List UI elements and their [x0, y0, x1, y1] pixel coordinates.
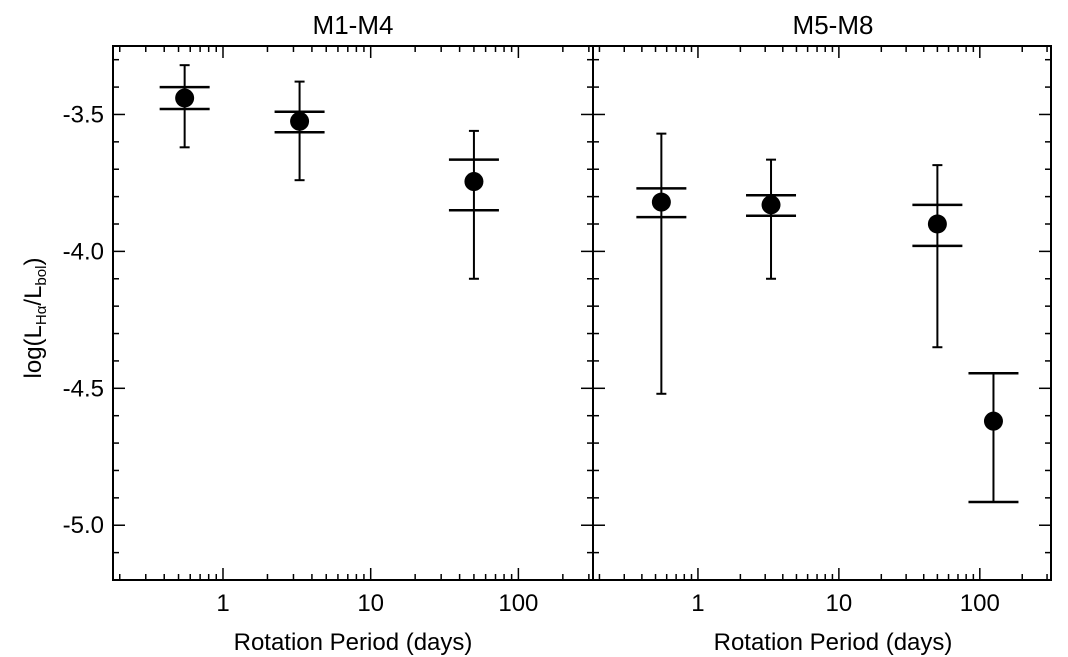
x-tick-label: 100 — [498, 590, 538, 617]
x-tick-label: 10 — [357, 590, 384, 617]
panel-m5-m8: M5-M8 Rotation Period (days) 1 10 100 — [592, 10, 1052, 656]
x-tick-label: 100 — [960, 590, 1000, 617]
y-axis-label-part: log(L — [20, 325, 47, 378]
x-tick-label: 1 — [691, 590, 704, 617]
y-tick-label: -5.0 — [63, 512, 104, 539]
panel-m1-m4: M1-M4 Rotation Period (days) log(LHα/Lbo… — [20, 10, 594, 656]
data-point — [651, 192, 671, 212]
y-axis-label-part: ) — [20, 258, 47, 266]
y-axis-label-sub: bol — [33, 266, 50, 286]
data-point — [927, 214, 947, 234]
plot-frame — [592, 45, 1052, 581]
y-tick-label: -3.5 — [63, 101, 104, 128]
y-tick-label: -4.5 — [63, 375, 104, 402]
x-tick-label: 10 — [826, 590, 853, 617]
data-point — [983, 411, 1003, 431]
data-point — [761, 195, 781, 215]
x-tick-label: 1 — [216, 590, 229, 617]
y-axis-label: log(LHα/Lbol) — [20, 258, 50, 379]
y-tick-label: -4.0 — [63, 238, 104, 265]
data-point — [175, 88, 195, 108]
x-axis-label: Rotation Period (days) — [714, 629, 953, 656]
data-point — [464, 172, 484, 192]
y-axis-label-sub: Hα — [33, 305, 50, 325]
panel-title: M5-M8 — [793, 10, 874, 40]
y-axis-label-part: /L — [20, 286, 47, 306]
panel-title: M1-M4 — [313, 10, 394, 40]
data-point — [290, 111, 310, 131]
x-axis-label: Rotation Period (days) — [234, 629, 473, 656]
